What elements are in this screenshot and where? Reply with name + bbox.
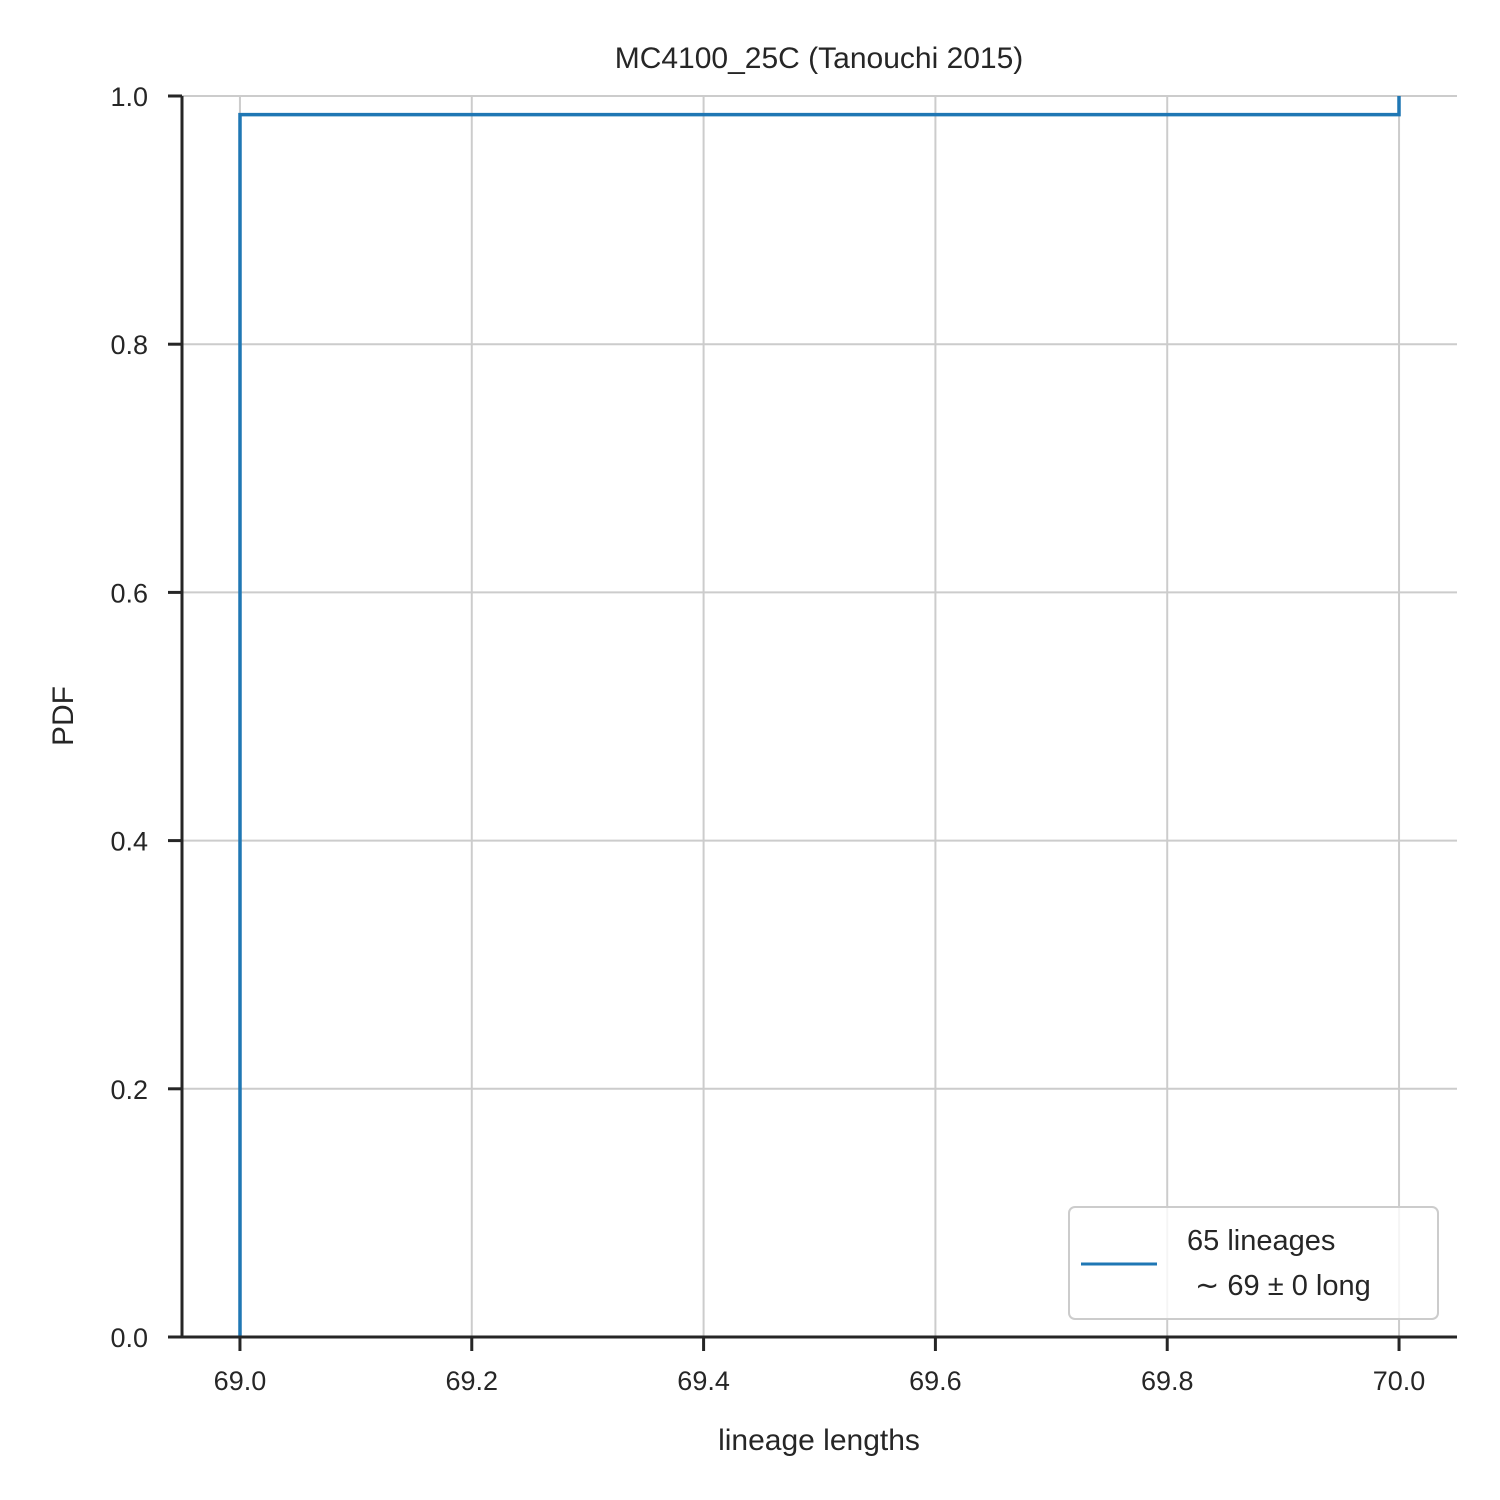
grid-lines <box>182 95 1457 1338</box>
axes-spines <box>180 96 1457 1339</box>
x-tick-label: 69.0 <box>214 1366 267 1396</box>
x-tick-label: 69.6 <box>909 1366 962 1396</box>
x-tick-label: 69.4 <box>677 1366 730 1396</box>
legend-entry-line1: 65 lineages <box>1187 1225 1335 1257</box>
x-tick-label: 69.8 <box>1141 1366 1194 1396</box>
y-axis-label: PDF <box>47 686 80 746</box>
y-tick-label: 0.2 <box>110 1075 148 1105</box>
y-tick-label: 0.0 <box>110 1323 148 1353</box>
y-axis-ticks: 0.0 0.2 0.4 0.6 0.8 1.0 <box>110 82 182 1353</box>
legend: 65 lineages ∼ 69 ± 0 long <box>1068 1206 1439 1320</box>
y-tick-label: 1.0 <box>110 82 148 112</box>
y-tick-label: 0.8 <box>110 330 148 360</box>
y-tick-label: 0.6 <box>110 578 148 608</box>
series-layer <box>238 96 1401 1337</box>
legend-entry-line2: ∼ 69 ± 0 long <box>1187 1270 1371 1302</box>
x-tick-label: 70.0 <box>1373 1366 1426 1396</box>
series-step-line <box>238 96 1401 1337</box>
legend-frame <box>1068 1206 1439 1320</box>
x-tick-label: 69.2 <box>445 1366 498 1396</box>
x-axis-ticks: 69.0 69.2 69.4 69.6 69.8 70.0 <box>214 1337 1426 1396</box>
x-axis-label: lineage lengths <box>718 1424 920 1457</box>
y-tick-label: 0.4 <box>110 827 148 857</box>
chart-title: MC4100_25C (Tanouchi 2015) <box>615 42 1024 75</box>
